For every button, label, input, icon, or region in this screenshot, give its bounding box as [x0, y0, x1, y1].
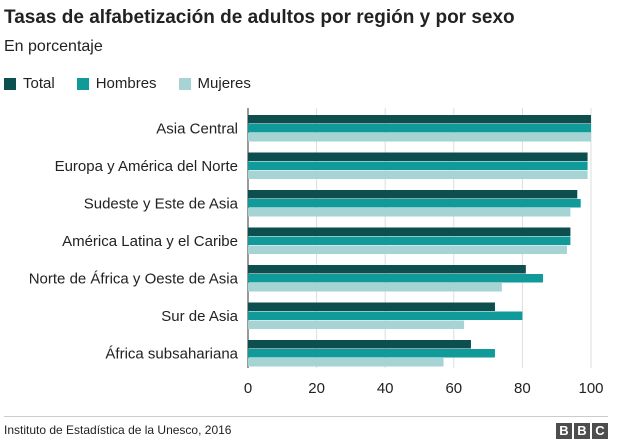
- bar: [248, 170, 588, 179]
- bar: [248, 227, 571, 236]
- legend-swatch-mujeres: [178, 77, 191, 90]
- bbc-logo: B B C: [554, 423, 608, 439]
- x-tick-label: 100: [578, 380, 603, 397]
- source-note: Instituto de Estadística de la Unesco, 2…: [4, 423, 232, 437]
- legend-item-hombres: Hombres: [76, 75, 157, 92]
- legend-swatch-hombres: [76, 77, 89, 90]
- bar: [248, 208, 571, 217]
- legend-item-total: Total: [4, 75, 55, 92]
- bar: [248, 133, 591, 142]
- legend-label-mujeres: Mujeres: [197, 75, 251, 92]
- category-label: América Latina y el Caribe: [62, 233, 238, 250]
- category-label: Sudeste y Este de Asia: [84, 195, 239, 212]
- bar: [248, 311, 523, 320]
- x-tick-label: 20: [308, 380, 325, 397]
- bar: [248, 152, 588, 161]
- footer-divider: [4, 416, 608, 417]
- category-label: Asia Central: [156, 120, 238, 137]
- category-label: Norte de África y Oeste de Asia: [29, 270, 239, 287]
- bar: [248, 161, 588, 170]
- bar: [248, 320, 465, 329]
- bbc-logo-letter: B: [556, 423, 572, 439]
- bar-chart: 0 20 40 60 80 100 Asia Central Europa y América…: [29, 108, 604, 397]
- bar: [248, 199, 581, 208]
- x-tick-label: 40: [377, 380, 394, 397]
- bar: [248, 124, 591, 133]
- bar: [248, 274, 543, 283]
- bar: [248, 340, 471, 349]
- category-label: Europa y América del Norte: [55, 158, 238, 175]
- bbc-logo-letter: B: [574, 423, 590, 439]
- legend-label-total: Total: [23, 75, 55, 92]
- category-label: África subsahariana: [105, 345, 238, 362]
- chart-title: Tasas de alfabetización de adultos por r…: [4, 7, 515, 28]
- bar: [248, 115, 591, 124]
- x-tick-label: 60: [445, 380, 462, 397]
- chart-subtitle: En porcentaje: [4, 38, 103, 55]
- legend-swatch-total: [4, 77, 16, 90]
- legend-item-mujeres: Mujeres: [178, 75, 251, 92]
- bbc-logo-letter: C: [592, 423, 608, 439]
- bar: [248, 358, 444, 367]
- bar: [248, 265, 526, 274]
- x-tick-label: 0: [244, 380, 252, 397]
- x-tick-label: 80: [514, 380, 531, 397]
- bar: [248, 190, 578, 199]
- bar: [248, 283, 502, 292]
- legend-label-hombres: Hombres: [95, 75, 157, 92]
- bar: [248, 245, 567, 254]
- bar: [248, 236, 571, 245]
- category-label: Sur de Asia: [161, 308, 238, 325]
- bar: [248, 349, 495, 358]
- legend: Total Hombres Mujeres: [4, 75, 273, 92]
- bar: [248, 302, 495, 311]
